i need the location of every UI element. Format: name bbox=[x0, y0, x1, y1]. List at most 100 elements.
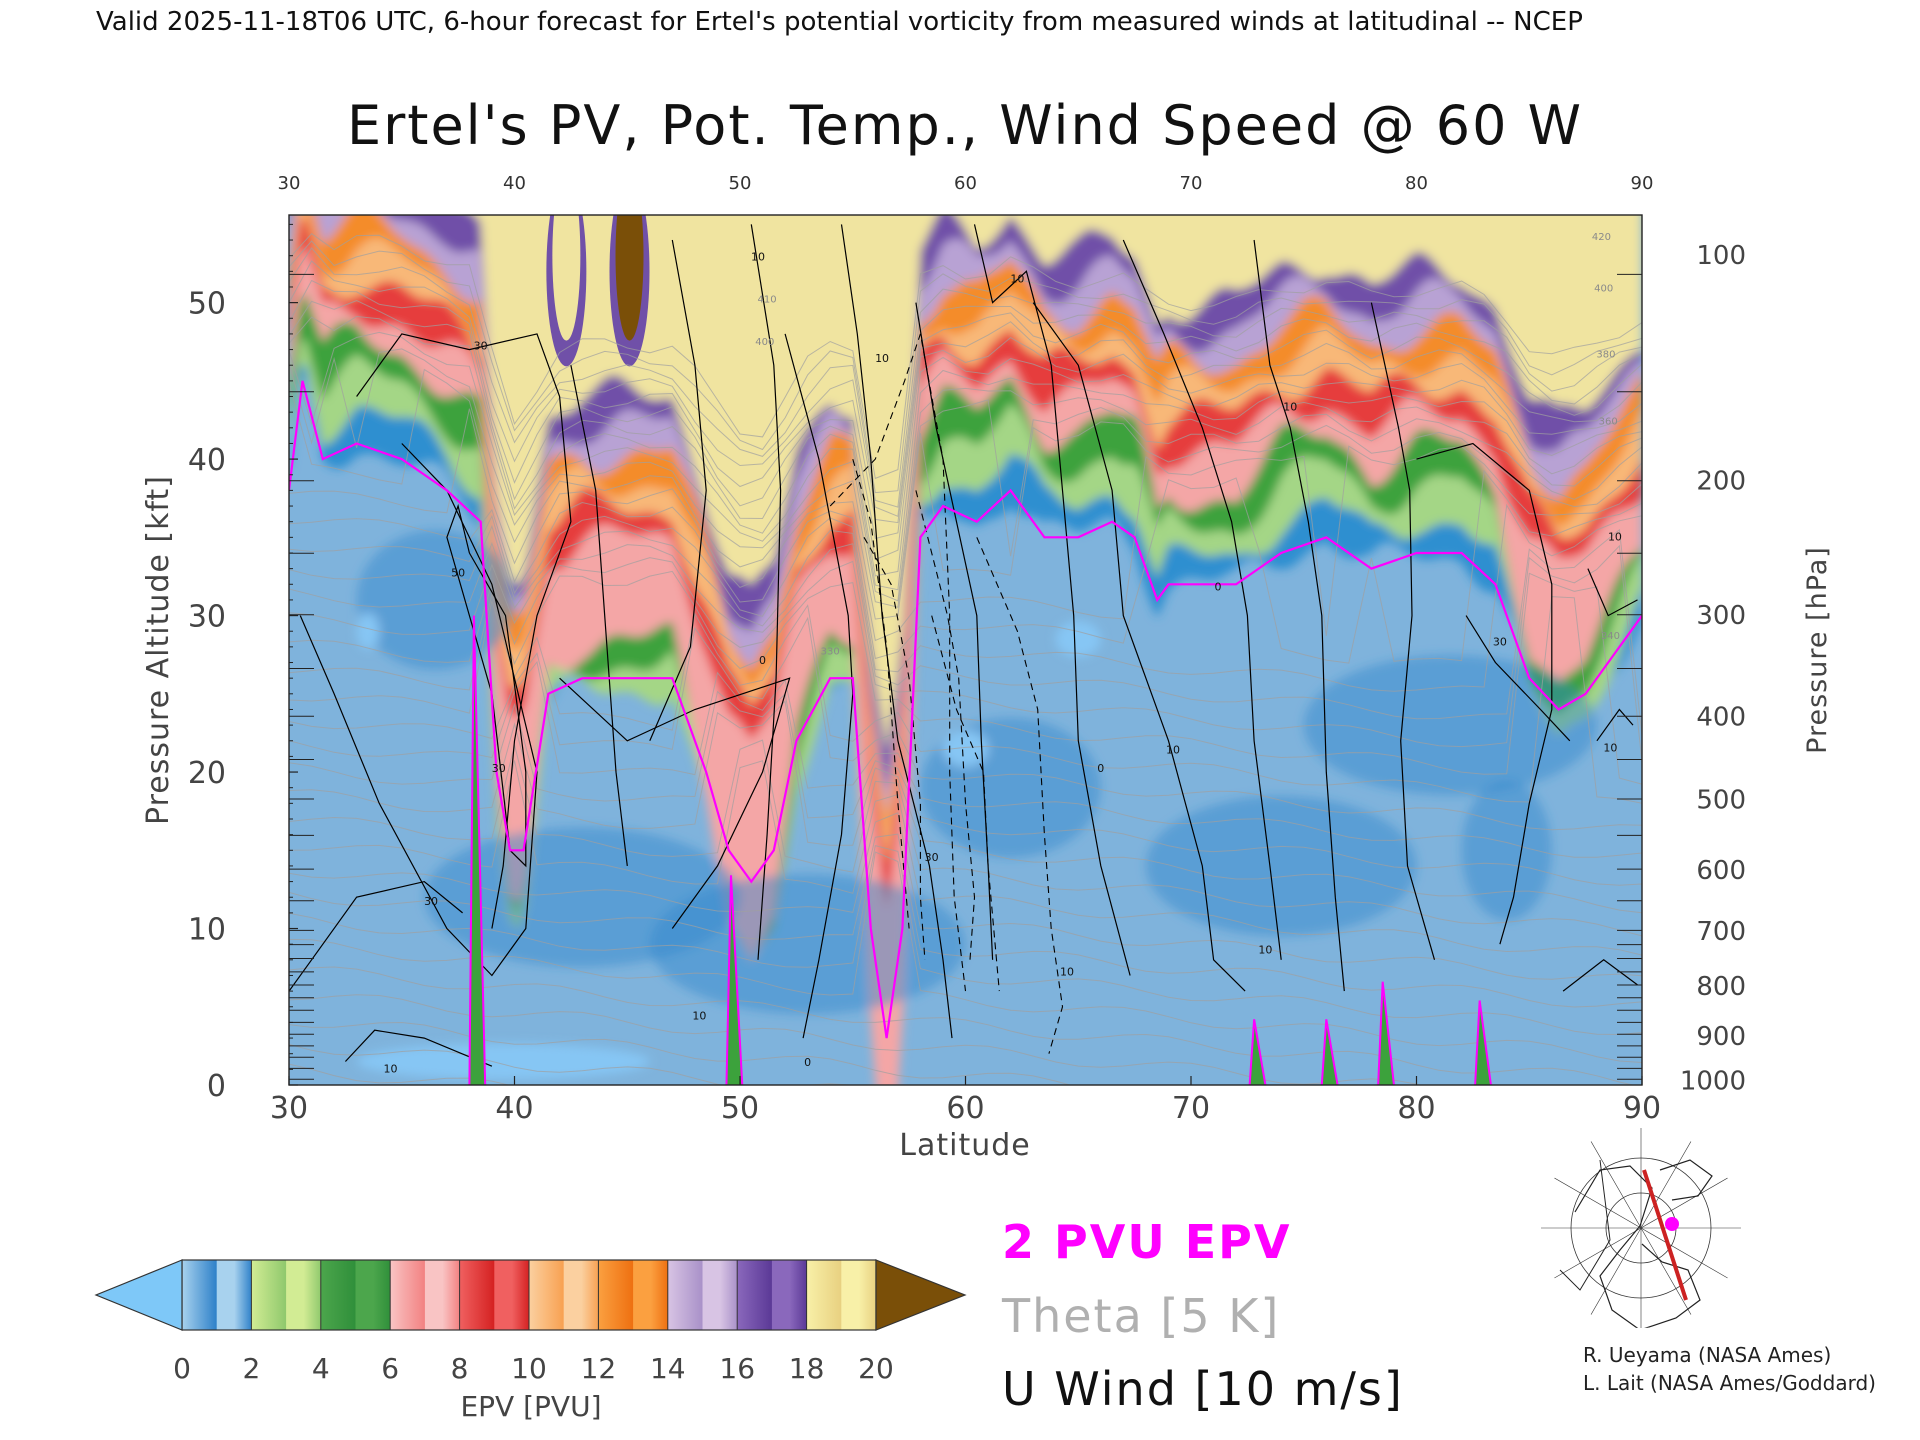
colorbar-bin bbox=[216, 1260, 252, 1330]
pressure-tick-label: 1000 bbox=[1680, 1066, 1746, 1096]
colorbar-tick-label: 4 bbox=[312, 1352, 330, 1385]
theta-contour-label: 330 bbox=[821, 647, 840, 658]
colorbar-tick-label: 8 bbox=[451, 1352, 469, 1385]
colorbar-bin bbox=[494, 1260, 530, 1330]
wind-contour bbox=[915, 302, 994, 960]
colorbar-tick-label: 18 bbox=[789, 1352, 825, 1385]
theta-contour-label: 400 bbox=[1594, 284, 1613, 295]
legend-pv2: 2 PVU EPV bbox=[1002, 1215, 1291, 1269]
x-axis: 30 40 50 60 70 80 90 bbox=[270, 1076, 1661, 1126]
theta-contour bbox=[289, 1043, 855, 1085]
wind-contour bbox=[559, 677, 791, 929]
map-coastline bbox=[1559, 1159, 1611, 1291]
theta-contour bbox=[289, 833, 1642, 1008]
colorbar-bin bbox=[841, 1260, 877, 1330]
y-axis: 0 10 20 30 40 50 bbox=[188, 223, 298, 1104]
wind-contour-label: 30 bbox=[1493, 635, 1507, 648]
wind-contour-label: 50 bbox=[451, 566, 465, 579]
colorbar-bin bbox=[529, 1260, 565, 1330]
colorbar-bin bbox=[806, 1260, 842, 1330]
top-tick-label: 30 bbox=[278, 173, 301, 194]
pv2-contour-spike bbox=[1377, 981, 1395, 1085]
wind-contour bbox=[1465, 615, 1571, 742]
wind-contour-label: 10 bbox=[1283, 401, 1297, 414]
wind-contour bbox=[973, 224, 1131, 976]
colorbar-bin bbox=[424, 1260, 461, 1330]
map-coastline bbox=[1574, 1165, 1701, 1328]
wind-contour bbox=[1587, 568, 1638, 617]
y-tick-label: 0 bbox=[207, 1069, 226, 1104]
pressure-tick-label: 400 bbox=[1696, 703, 1746, 733]
wind-contour-label: 30 bbox=[492, 762, 506, 775]
wind-contour-label: 0 bbox=[1097, 762, 1104, 775]
map-meridian bbox=[1640, 1227, 1741, 1294]
x-tick-label: 40 bbox=[495, 1091, 533, 1126]
theta-contour bbox=[289, 690, 1642, 886]
wind-contour bbox=[784, 333, 854, 1039]
colorbar-tick-label: 0 bbox=[173, 1352, 191, 1385]
wind-contour-label: 30 bbox=[925, 851, 939, 864]
colorbar-tick-label: 6 bbox=[381, 1352, 399, 1385]
theta-contour bbox=[289, 660, 1642, 858]
colorbar-bin bbox=[667, 1260, 704, 1330]
theta-contour bbox=[289, 469, 1642, 664]
map-meridian bbox=[1541, 1227, 1642, 1294]
colorbar-tick-label: 2 bbox=[242, 1352, 260, 1385]
theta-contour bbox=[289, 570, 1642, 785]
wind-contour-label: 10 bbox=[1166, 743, 1180, 756]
theta-contour-label: 410 bbox=[758, 295, 777, 306]
epv-mottle bbox=[1303, 655, 1597, 796]
wind-contour bbox=[570, 365, 628, 866]
pv2-contour-spike bbox=[1474, 1000, 1492, 1085]
pressure-tick-label: 500 bbox=[1696, 786, 1746, 816]
theta-contour bbox=[289, 279, 1642, 524]
pressure-tick-label: 800 bbox=[1696, 972, 1746, 1002]
x-tick-label: 80 bbox=[1397, 1091, 1435, 1126]
wind-contour-label: 30 bbox=[424, 895, 438, 908]
pressure-tick-label: 900 bbox=[1696, 1022, 1746, 1052]
y-tick-label: 20 bbox=[188, 756, 226, 791]
theta-contour bbox=[289, 233, 1642, 480]
map-meridian bbox=[1575, 1128, 1642, 1229]
epv-low-patch bbox=[356, 1043, 650, 1080]
pv2-contour-spike bbox=[1248, 1019, 1267, 1085]
theta-contour-label: 420 bbox=[1592, 232, 1611, 243]
colorbar-under-arrow bbox=[94, 1259, 183, 1331]
colorbar-bin bbox=[390, 1260, 426, 1330]
wind-contour-label: 0 bbox=[759, 654, 766, 667]
map-meridian bbox=[1640, 1227, 1707, 1328]
theta-contour-label: 380 bbox=[1596, 349, 1615, 360]
wind-contour bbox=[1562, 959, 1638, 992]
wind-contour-label: 10 bbox=[1258, 944, 1272, 957]
x-axis-label: Latitude bbox=[899, 1128, 1030, 1163]
header-text: Valid 2025-11-18T06 UTC, 6-hour forecast… bbox=[96, 7, 1583, 37]
x-tick-label: 50 bbox=[721, 1091, 759, 1126]
y-tick-label: 50 bbox=[188, 287, 226, 322]
chart-title: Ertel's PV, Pot. Temp., Wind Speed @ 60 … bbox=[347, 94, 1583, 157]
colorbar-over-arrow bbox=[875, 1259, 967, 1331]
colorbar-tick-label: 16 bbox=[719, 1352, 755, 1385]
colorbar-tick-label: 14 bbox=[650, 1352, 686, 1385]
wind-contour bbox=[289, 880, 463, 992]
epv-intrusion-core bbox=[552, 215, 581, 341]
wind-contour-label: 10 bbox=[1010, 272, 1024, 285]
colorbar-bin bbox=[563, 1260, 599, 1330]
theta-contour bbox=[289, 399, 1642, 608]
pv2-contour-spike bbox=[468, 615, 487, 1085]
pv2-contour-spike bbox=[1320, 1019, 1339, 1085]
wind-contour-easterly bbox=[915, 490, 976, 960]
x-tick-label: 30 bbox=[270, 1091, 308, 1126]
map-coastline bbox=[1659, 1159, 1713, 1201]
theta-contour-label: 400 bbox=[755, 337, 774, 348]
colorbar-tick-label: 10 bbox=[511, 1352, 547, 1385]
wind-contour bbox=[1032, 302, 1246, 992]
wind-contour bbox=[356, 333, 572, 929]
colorbar-bin bbox=[320, 1260, 357, 1330]
theta-contour bbox=[289, 503, 1642, 692]
pressure-tick-label: 100 bbox=[1696, 241, 1746, 271]
theta-contour bbox=[289, 260, 1642, 518]
theta-contour bbox=[289, 240, 1642, 494]
x-tick-label: 60 bbox=[946, 1091, 984, 1126]
colorbar-label: EPV [PVU] bbox=[460, 1390, 601, 1423]
